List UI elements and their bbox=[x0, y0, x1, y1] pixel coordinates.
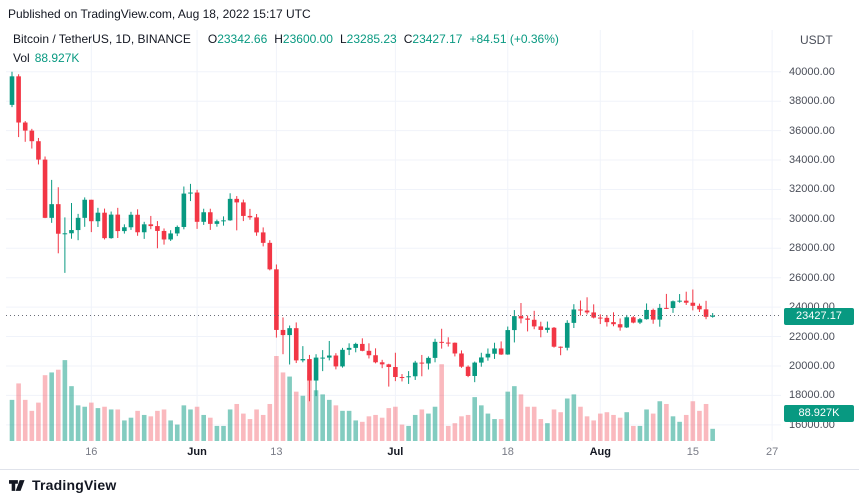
chart-legend: Bitcoin / TetherUS, 1D, BINANCE O23342.6… bbox=[13, 32, 559, 65]
legend-main-row: Bitcoin / TetherUS, 1D, BINANCE O23342.6… bbox=[13, 32, 559, 46]
published-line: Published on TradingView.com, Aug 18, 20… bbox=[8, 7, 311, 21]
tradingview-brand[interactable]: TradingView bbox=[32, 477, 117, 493]
volume-value: 88.927K bbox=[34, 51, 80, 65]
volume-label: Vol bbox=[13, 51, 30, 65]
low-value: 23285.23 bbox=[346, 32, 397, 46]
ohlc-high: H23600.00 bbox=[274, 32, 333, 46]
last-price-badge: 23427.17 bbox=[784, 307, 854, 325]
high-value: 23600.00 bbox=[282, 32, 333, 46]
tradingview-logo-icon[interactable] bbox=[9, 478, 25, 493]
open-value: 23342.66 bbox=[217, 32, 268, 46]
ohlc-open: O23342.66 bbox=[208, 32, 267, 46]
change-value: +84.51 (+0.36%) bbox=[469, 32, 559, 46]
close-value: 23427.17 bbox=[412, 32, 463, 46]
ohlc-low: L23285.23 bbox=[340, 32, 397, 46]
low-label: L bbox=[339, 32, 347, 46]
volume-badge: 88.927K bbox=[784, 404, 854, 422]
ohlc-close: C23427.17 bbox=[404, 32, 463, 46]
footer: TradingView bbox=[9, 477, 116, 493]
high-label: H bbox=[274, 32, 283, 46]
close-label: C bbox=[403, 32, 413, 46]
open-label: O bbox=[207, 32, 218, 46]
quote-currency-label: USDT bbox=[800, 33, 833, 47]
legend-volume-row: Vol 88.927K bbox=[13, 51, 559, 65]
symbol-title[interactable]: Bitcoin / TetherUS, 1D, BINANCE bbox=[13, 32, 191, 46]
footer-divider bbox=[0, 469, 859, 470]
